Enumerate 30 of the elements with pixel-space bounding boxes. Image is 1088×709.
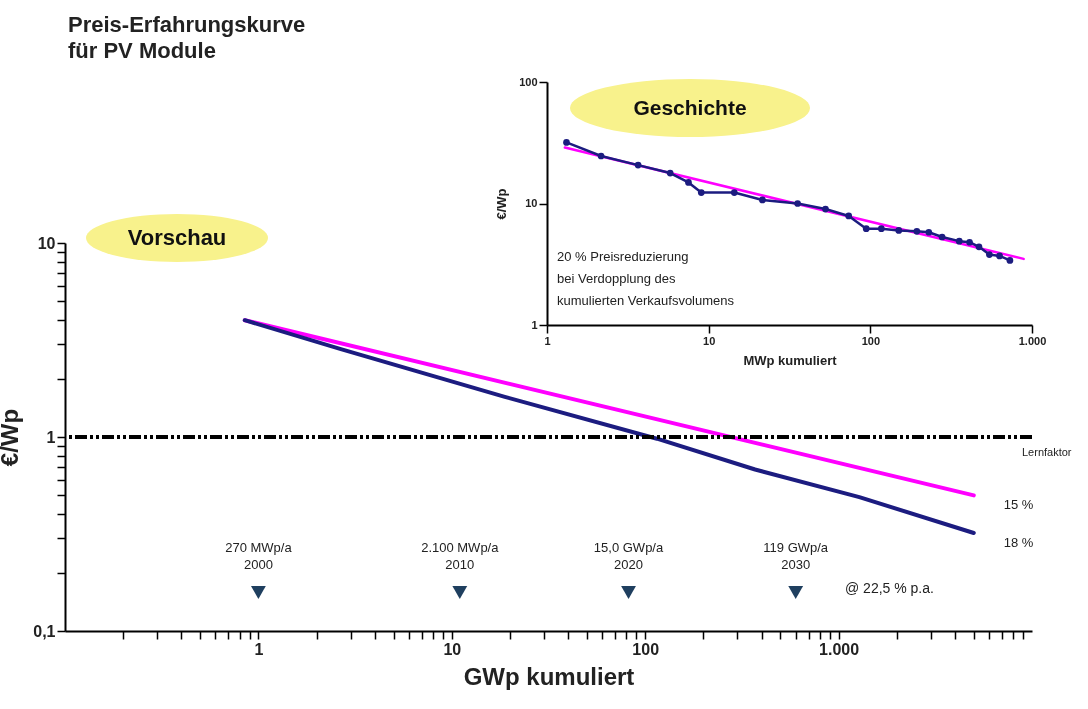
annotation: 20 % Preisreduzierung bei Verdopplung des kumulierten Verkaufsvolumens bbox=[557, 248, 735, 310]
x-tick-label: 10 bbox=[703, 334, 716, 347]
y-tick-label: 10 bbox=[37, 234, 56, 252]
y-tick-label: 1 bbox=[531, 318, 538, 331]
x-tick-label: 1.000 bbox=[1018, 334, 1047, 347]
y-axis-title: €/Wp bbox=[0, 408, 24, 467]
annotation: 270 MWp/a 2000 bbox=[225, 540, 293, 573]
x-tick-label: 100 bbox=[861, 334, 881, 347]
annotation: @ 22,5 % p.a. bbox=[845, 580, 934, 596]
y-tick-label: 0,1 bbox=[33, 622, 56, 640]
ref-line-label: Lernfaktor bbox=[1022, 446, 1072, 458]
y-tick-label: 10 bbox=[525, 197, 538, 209]
annotation: 2.100 MWp/a 2010 bbox=[421, 540, 500, 573]
text: 18 % bbox=[1003, 535, 1034, 550]
text: 15 % bbox=[1003, 497, 1034, 513]
oval-badge: Geschichte bbox=[570, 79, 810, 137]
chart-title: Preis-Erfahrungskurve für PV Module bbox=[68, 12, 306, 64]
y-tick-label: 1 bbox=[46, 428, 56, 446]
x-tick-label: 1 bbox=[254, 640, 264, 658]
x-tick-label: 1.000 bbox=[819, 640, 860, 658]
x-tick-label: 100 bbox=[632, 640, 660, 658]
x-axis-title: GWp kumuliert bbox=[463, 662, 635, 690]
y-axis-title: €/Wp bbox=[494, 188, 510, 220]
oval-badge: Vorschau bbox=[86, 214, 268, 262]
x-tick-label: 1 bbox=[544, 334, 551, 347]
annotation: 15,0 GWp/a 2020 bbox=[593, 540, 664, 573]
y-tick-label: 100 bbox=[519, 75, 538, 88]
x-tick-label: 10 bbox=[443, 640, 462, 658]
annotation: 119 GWp/a 2030 bbox=[763, 540, 829, 573]
x-axis-title: MWp kumuliert bbox=[743, 352, 838, 368]
